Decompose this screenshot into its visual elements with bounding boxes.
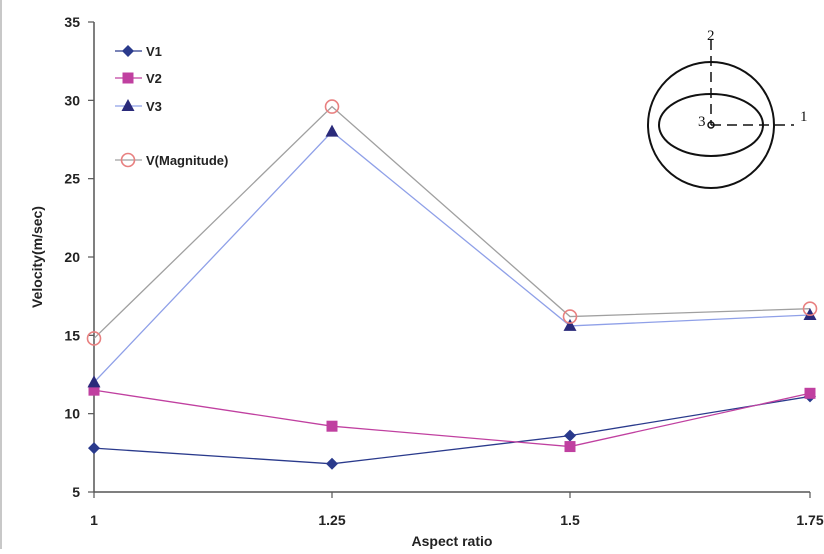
legend-label-v1: V1 (146, 44, 162, 59)
data-point-v3 (325, 124, 339, 137)
series-line-v1 (93, 395, 811, 465)
data-point-v3 (87, 375, 101, 388)
data-point-v-magnitude (86, 331, 102, 346)
legend-marker-v-magnitude (120, 152, 136, 168)
x-ticks-group: 1 1.25 1.5 1.75 (90, 492, 824, 528)
legend-marker-v1 (122, 45, 134, 57)
x-tick-label: 1 (90, 512, 98, 528)
y-tick-label: 10 (64, 406, 80, 422)
data-point-v2 (326, 420, 338, 432)
legend-label-v-magnitude: V(Magnitude) (146, 153, 228, 168)
data-point-v2 (564, 441, 576, 453)
legend-marker-v3 (121, 99, 135, 111)
series-markers-group (86, 99, 818, 470)
series-line-v-magnitude (93, 105, 811, 339)
data-point-v-magnitude (562, 309, 578, 324)
series-line-v3 (93, 130, 811, 383)
data-point-v3 (803, 307, 817, 320)
y-tick-label: 20 (64, 249, 80, 265)
data-point-v2 (88, 384, 100, 396)
y-tick-label: 25 (64, 171, 80, 187)
y-tick-label: 5 (72, 484, 80, 500)
y-tick-label: 15 (64, 327, 80, 343)
inset-diagram: 2 1 3 (647, 28, 808, 189)
data-point-v1 (326, 457, 338, 470)
legend: V1 V2 V3 V(Magnitude) (115, 44, 228, 168)
inset-label-2: 2 (707, 28, 715, 44)
x-tick-label: 1.5 (560, 512, 580, 528)
data-point-v2 (804, 387, 816, 399)
legend-label-v3: V3 (146, 99, 162, 114)
data-point-v3 (563, 318, 577, 331)
legend-label-v2: V2 (146, 71, 162, 86)
inset-origin (707, 121, 715, 129)
y-axis-title: Velocity(m/sec) (29, 206, 45, 308)
data-point-v1 (564, 429, 576, 442)
data-point-v-magnitude (324, 99, 340, 114)
series-lines-group (93, 105, 811, 465)
legend-marker-v2 (122, 72, 134, 84)
data-point-v1 (88, 442, 100, 455)
axes-group (93, 22, 810, 493)
series-line-v2 (93, 389, 811, 448)
inset-label-3: 3 (698, 114, 706, 130)
y-ticks-group: 5 10 15 20 25 30 35 (64, 14, 94, 500)
y-tick-label: 30 (64, 92, 80, 108)
y-tick-label: 35 (64, 14, 80, 30)
data-point-v-magnitude (802, 301, 818, 317)
inset-label-1: 1 (800, 109, 808, 125)
x-tick-label: 1.25 (318, 512, 345, 528)
x-tick-label: 1.75 (796, 512, 823, 528)
x-axis-title: Aspect ratio (412, 533, 493, 549)
